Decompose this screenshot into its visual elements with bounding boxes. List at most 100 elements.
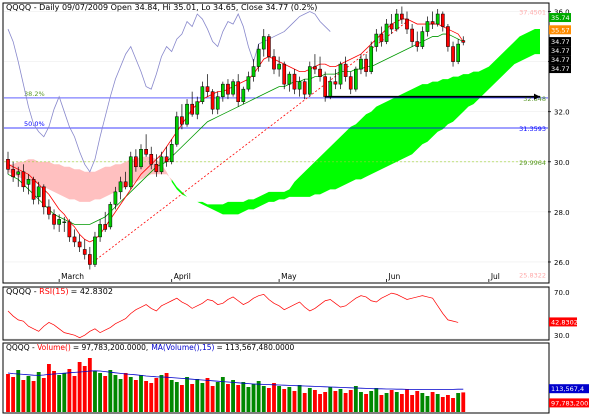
volume-bar-down bbox=[87, 358, 92, 412]
candle-up bbox=[241, 88, 246, 102]
kijun-sen-line bbox=[7, 33, 464, 225]
rsi-series-line bbox=[7, 292, 459, 339]
rsi-panel: 30.0 70.0 42.8302 QQQQ - RSI(15) = 42.8302 bbox=[2, 286, 578, 341]
candle-up bbox=[261, 36, 266, 50]
volume-title-value: = 97,783,200.0000, bbox=[73, 343, 148, 352]
volume-bar-down bbox=[205, 378, 210, 412]
price-y-tick-label: 36.0 bbox=[554, 9, 570, 17]
volume-bar-up bbox=[277, 386, 282, 412]
volume-bar-down bbox=[11, 377, 16, 412]
volume-bar-up bbox=[113, 375, 118, 412]
candle-up bbox=[456, 43, 460, 62]
volume-bar-down bbox=[348, 390, 353, 412]
volume-bar-down bbox=[21, 380, 26, 412]
candle-down bbox=[267, 36, 271, 57]
price-value-tag bbox=[549, 37, 571, 47]
candle-down bbox=[77, 241, 82, 248]
volume-bar-up bbox=[16, 370, 21, 412]
volume-bar-down bbox=[343, 393, 348, 412]
volume-bar-down bbox=[67, 369, 72, 412]
candle-up bbox=[338, 63, 343, 85]
fib-faint-value: 25.8322 bbox=[519, 271, 546, 279]
fib-level-label: 50.0% bbox=[24, 120, 45, 128]
volume-bar-up bbox=[374, 388, 379, 412]
volume-bar-up bbox=[108, 370, 113, 412]
candle-down bbox=[292, 73, 297, 90]
volume-bar-down bbox=[461, 392, 466, 412]
candle-down bbox=[154, 164, 159, 173]
volume-bar-down bbox=[31, 381, 36, 412]
volume-bar-up bbox=[62, 373, 67, 412]
volume-title-prefix: QQQQ - bbox=[6, 343, 37, 352]
volume-bar-down bbox=[72, 376, 77, 412]
candle-down bbox=[123, 181, 128, 188]
rsi-y-axis: 30.0 70.0 42.8302 bbox=[549, 289, 578, 340]
volume-bar-up bbox=[394, 392, 399, 412]
volume-bar-up bbox=[384, 393, 389, 412]
candle-down bbox=[11, 169, 15, 178]
price-y-tick-label: 32.0 bbox=[554, 109, 570, 117]
volume-tag bbox=[549, 398, 589, 408]
month-label: Jun bbox=[388, 272, 401, 281]
candle-down bbox=[144, 149, 148, 155]
candle-down bbox=[348, 76, 353, 90]
candle-up bbox=[93, 236, 97, 265]
volume-bar-up bbox=[251, 384, 256, 412]
volume-bar-down bbox=[410, 395, 415, 412]
price-value-tag bbox=[549, 13, 571, 23]
candle-up bbox=[394, 13, 399, 30]
volume-bar-down bbox=[41, 378, 46, 412]
chart-title: QQQQ - Daily 09/07/2009 Open 34.84, Hi 3… bbox=[6, 3, 317, 12]
volume-bar-up bbox=[118, 379, 123, 412]
volume-bar-down bbox=[272, 383, 276, 412]
volume-bar-up bbox=[328, 387, 333, 412]
volume-bar-down bbox=[190, 384, 195, 412]
candle-up bbox=[174, 116, 179, 145]
fib-right-value: 31.3593 bbox=[519, 125, 546, 133]
volume-bar-up bbox=[36, 372, 41, 412]
candle-down bbox=[333, 81, 338, 85]
candle-down bbox=[31, 179, 36, 200]
price-value-tag bbox=[549, 64, 571, 74]
volume-bar-up bbox=[425, 396, 430, 412]
candle-up bbox=[108, 204, 113, 228]
volume-ma-series bbox=[7, 370, 464, 391]
price-value-tag bbox=[549, 46, 571, 56]
price-value-tag-text: 35.74 bbox=[551, 14, 570, 22]
trend-line bbox=[89, 21, 408, 265]
candle-up bbox=[246, 76, 251, 90]
candle-up bbox=[113, 191, 118, 205]
candle-down bbox=[52, 214, 56, 225]
volume-bar-up bbox=[420, 393, 425, 412]
candle-down bbox=[461, 40, 466, 43]
price-value-tag-text: 34.77 bbox=[551, 56, 570, 64]
candle-up bbox=[215, 96, 220, 110]
volume-bar-down bbox=[6, 374, 10, 412]
volume-bar-down bbox=[389, 390, 394, 412]
volume-panel: 113,567,4 97,783,200 QQQQ - Volume() = 97,… bbox=[2, 342, 589, 414]
volume-bar-down bbox=[333, 391, 338, 412]
price-y-tick-label: 30.0 bbox=[554, 159, 570, 167]
volume-bar-up bbox=[246, 387, 251, 412]
volume-bar-up bbox=[435, 394, 440, 412]
candle-down bbox=[410, 28, 414, 42]
candle-up bbox=[354, 68, 358, 90]
volume-bar-up bbox=[256, 381, 261, 412]
rsi-title-value: = 42.8302 bbox=[71, 287, 113, 296]
volume-bar-down bbox=[313, 390, 317, 412]
volume-bar-up bbox=[297, 385, 302, 412]
candle-down bbox=[236, 81, 241, 102]
price-y-tick-label: 26.0 bbox=[554, 259, 570, 267]
candle-down bbox=[6, 159, 10, 170]
volume-bar-down bbox=[82, 366, 87, 412]
volume-bar-down bbox=[133, 380, 138, 412]
volume-bar-up bbox=[200, 383, 205, 412]
volume-bar-up bbox=[195, 379, 200, 412]
price-value-tag-text: 34.77 bbox=[551, 47, 570, 55]
candle-down bbox=[88, 254, 92, 265]
volume-bar-up bbox=[26, 376, 31, 412]
candle-down bbox=[446, 26, 450, 47]
rsi-title: QQQQ - RSI(15) = 42.8302 bbox=[6, 287, 113, 296]
